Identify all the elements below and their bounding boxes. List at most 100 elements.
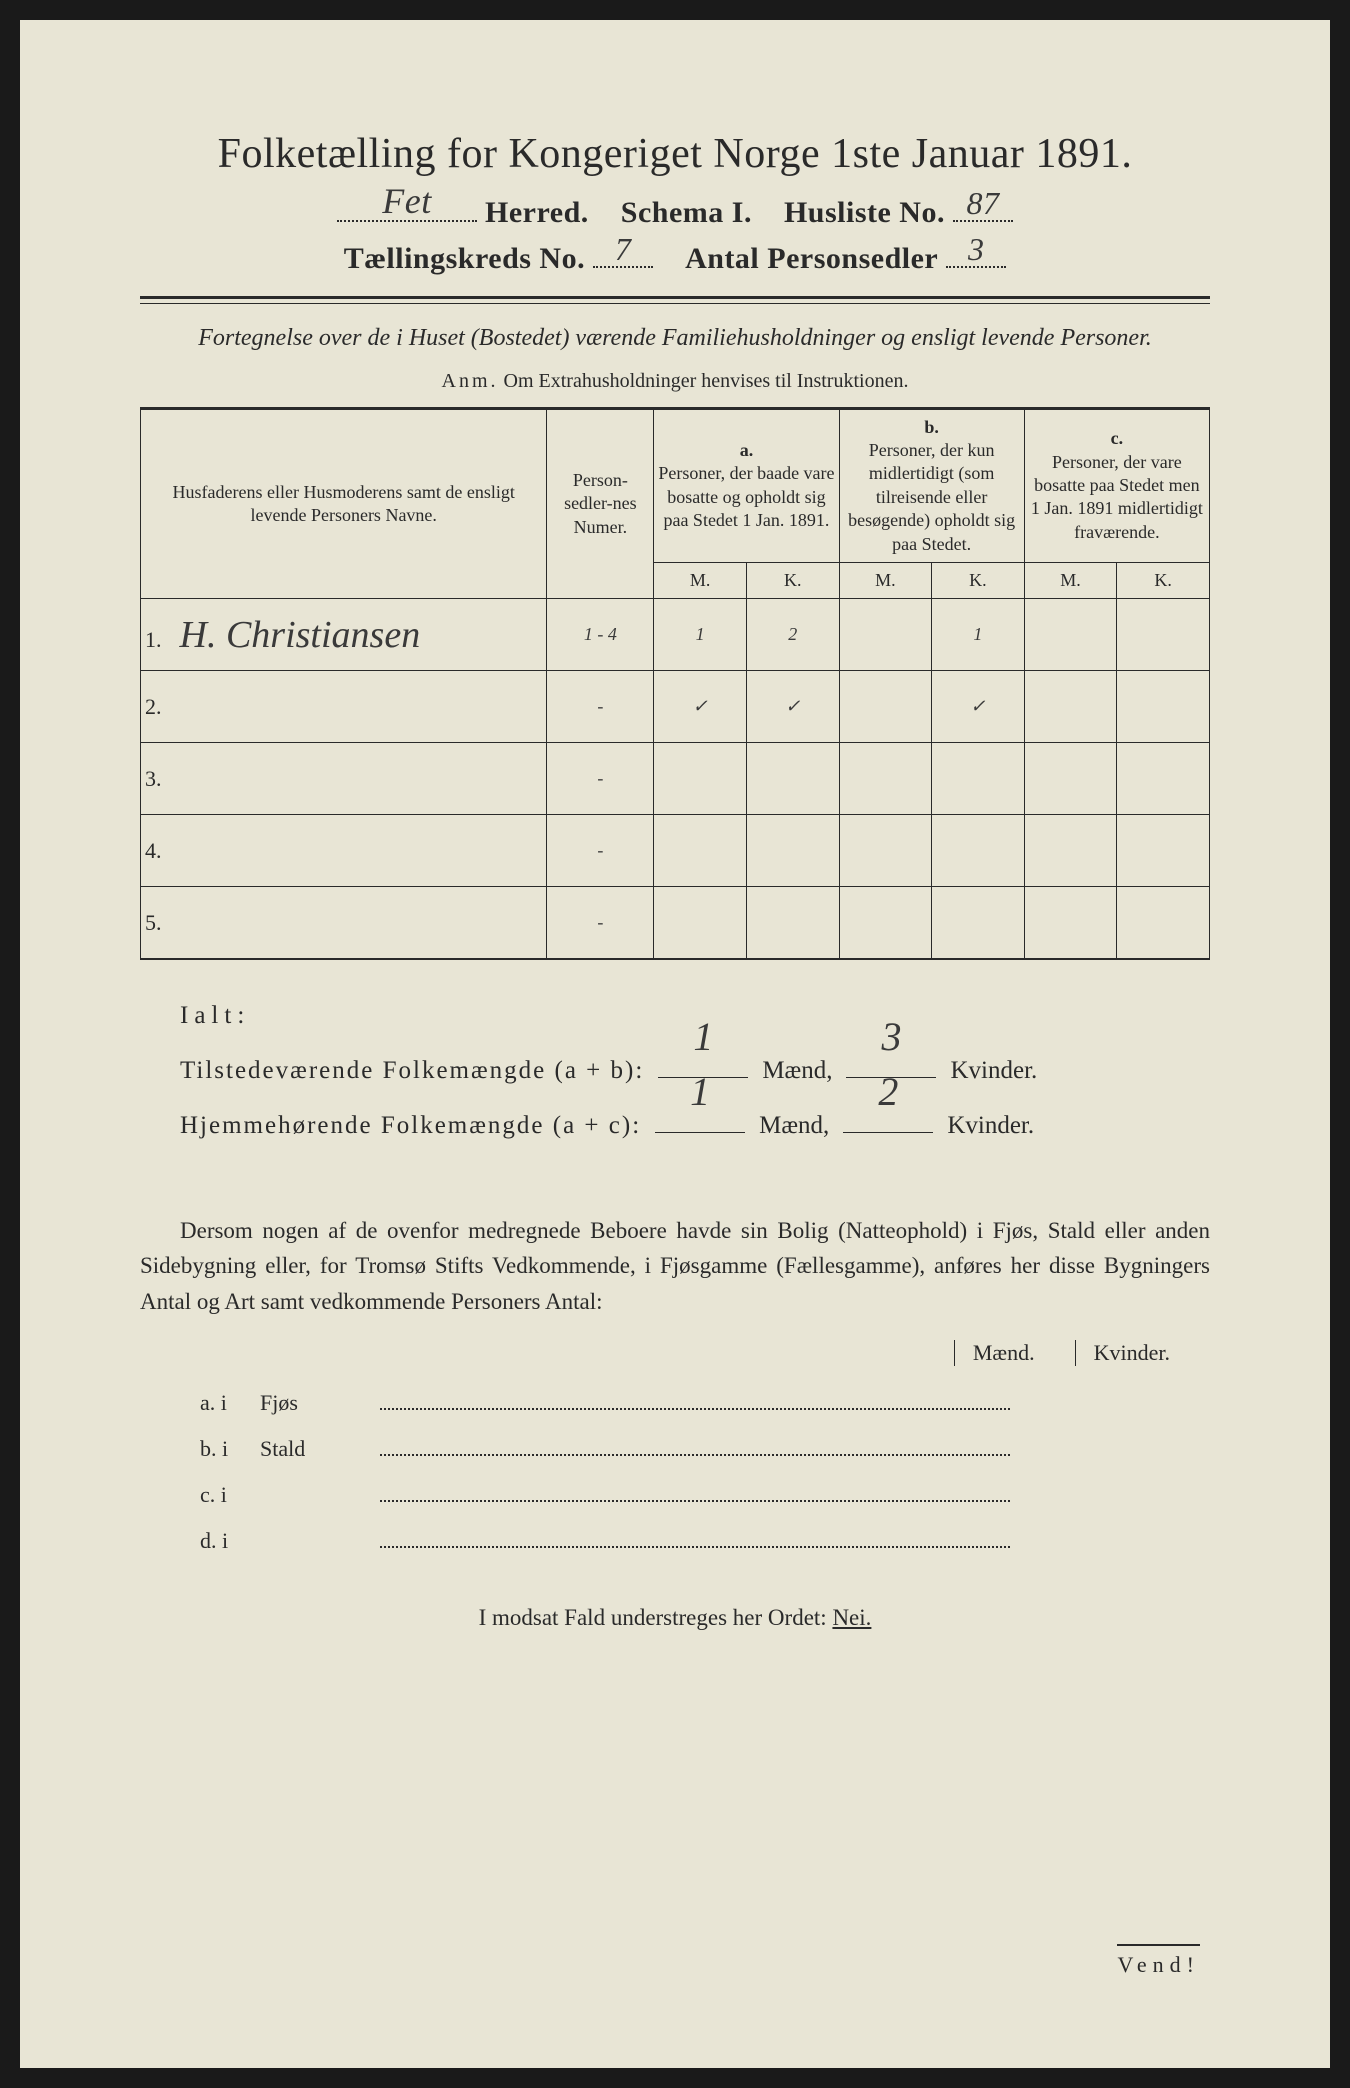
col-b-top: b. <box>844 416 1020 439</box>
name-cell: 3. <box>141 743 547 815</box>
row-number: 2. <box>145 694 162 719</box>
name-cell: 5. <box>141 887 547 959</box>
dotted-line <box>380 1488 1010 1502</box>
table-row: 4. - <box>141 815 1210 887</box>
anm-text: Om Extrahusholdninger henvises til Instr… <box>504 370 909 392</box>
c-k-cell <box>1117 887 1210 959</box>
mk-header: Mænd. Kvinder. <box>140 1340 1170 1366</box>
b-k-cell: 1 <box>932 599 1025 671</box>
table-row: 3. - <box>141 743 1210 815</box>
c-m-header: M. <box>1024 562 1117 598</box>
b-m-cell <box>839 815 932 887</box>
name-cell: 4. <box>141 815 547 887</box>
maend-label-2: Mænd, <box>759 1098 829 1153</box>
col-name-header: Husfaderens eller Husmoderens samt de en… <box>141 408 547 599</box>
header-line-1: Fet Herred. Schema I. Husliste No. 87 <box>140 196 1210 230</box>
b-m-cell <box>839 599 932 671</box>
resident-line: Hjemmehørende Folkemængde (a + c): 1 Mæn… <box>180 1098 1210 1153</box>
col-num-header: Person-sedler-nes Numer. <box>547 408 654 599</box>
num-cell: - <box>547 743 654 815</box>
col-c-header: c. Personer, der vare bosatte paa Stedet… <box>1024 408 1209 562</box>
table-body: 1.H. Christiansen 1 - 4 1 2 1 2. - ✓ ✓ ✓ <box>141 599 1210 959</box>
divider-double <box>140 296 1210 304</box>
num-cell: - <box>547 671 654 743</box>
a-k-cell: ✓ <box>746 671 839 743</box>
b-m-cell <box>839 887 932 959</box>
c-k-cell <box>1117 671 1210 743</box>
b-m-cell <box>839 671 932 743</box>
bldg-c-label: c. i <box>200 1472 260 1518</box>
totals-block: Ialt: Tilstedeværende Folkemængde (a + b… <box>140 988 1210 1153</box>
husliste-field: 87 <box>953 198 1013 222</box>
page-title: Folketælling for Kongeriget Norge 1ste J… <box>140 130 1210 178</box>
a-m-cell <box>654 743 747 815</box>
c-m-cell <box>1024 671 1117 743</box>
col-a-top: a. <box>658 439 834 462</box>
col-c-text: Personer, der vare bosatte paa Stedet me… <box>1029 451 1205 545</box>
a-m-cell <box>654 887 747 959</box>
col-name-text: Husfaderens eller Husmoderens samt de en… <box>173 482 515 525</box>
dotted-line <box>380 1442 1010 1456</box>
b-m-cell <box>839 743 932 815</box>
building-paragraph: Dersom nogen af de ovenfor medregnede Be… <box>140 1213 1210 1320</box>
a-m-header: M. <box>654 562 747 598</box>
resident-m-hw: 1 <box>690 1048 710 1136</box>
name-handwritten: H. Christiansen <box>172 614 421 656</box>
a-k-header: K. <box>746 562 839 598</box>
c-k-cell <box>1117 743 1210 815</box>
husliste-handwritten: 87 <box>966 185 999 222</box>
herred-label: Herred. <box>485 196 589 229</box>
antal-label: Antal Personsedler <box>685 242 938 275</box>
herred-field: Fet <box>337 198 477 222</box>
col-a-header: a. Personer, der baade vare bosatte og o… <box>654 408 839 562</box>
b-k-cell <box>932 887 1025 959</box>
b-m-header: M. <box>839 562 932 598</box>
col-c-top: c. <box>1029 427 1205 450</box>
c-k-cell <box>1117 815 1210 887</box>
husliste-label: Husliste No. <box>784 196 945 229</box>
anm-note: Anm. Om Extrahusholdninger henvises til … <box>140 370 1210 393</box>
bldg-row-b: b. i Stald <box>200 1426 1210 1472</box>
c-m-cell <box>1024 815 1117 887</box>
name-cell: 1. H. Christiansen <box>141 599 547 671</box>
resident-label: Hjemmehørende Folkemængde (a + c): <box>180 1098 641 1153</box>
c-k-cell <box>1117 599 1210 671</box>
present-label: Tilstedeværende Folkemængde (a + b): <box>180 1043 644 1098</box>
resident-k-field: 2 <box>843 1105 933 1133</box>
dotted-line <box>380 1534 1010 1548</box>
nei-line: I modsat Fald understreges her Ordet: Ne… <box>140 1605 1210 1631</box>
bldg-b-label: b. i <box>200 1426 260 1472</box>
bldg-d-label: d. i <box>200 1518 260 1564</box>
kreds-label: Tællingskreds No. <box>344 242 585 275</box>
dotted-line <box>380 1396 1010 1410</box>
a-k-cell <box>746 887 839 959</box>
bldg-row-a: a. i Fjøs <box>200 1380 1210 1426</box>
kvinder-label-2: Kvinder. <box>947 1098 1034 1153</box>
nei-text: I modsat Fald understreges her Ordet: <box>479 1605 827 1630</box>
a-m-cell: ✓ <box>654 671 747 743</box>
form-subtitle: Fortegnelse over de i Huset (Bostedet) v… <box>140 322 1210 356</box>
resident-m-field: 1 <box>655 1105 745 1133</box>
b-k-cell: ✓ <box>932 671 1025 743</box>
num-cell: - <box>547 815 654 887</box>
table-header: Husfaderens eller Husmoderens samt de en… <box>141 408 1210 599</box>
a-m-cell: 1 <box>654 599 747 671</box>
c-k-header: K. <box>1117 562 1210 598</box>
kreds-field: 7 <box>593 244 653 268</box>
bldg-row-c: c. i <box>200 1472 1210 1518</box>
table-row: 5. - <box>141 887 1210 959</box>
c-m-cell <box>1024 743 1117 815</box>
kreds-handwritten: 7 <box>615 231 632 268</box>
kvinder-col-label: Kvinder. <box>1075 1340 1170 1366</box>
a-k-cell <box>746 815 839 887</box>
b-k-cell <box>932 815 1025 887</box>
row-number: 1. <box>145 627 162 652</box>
antal-handwritten: 3 <box>968 231 985 268</box>
ialt-label: Ialt: <box>180 988 250 1043</box>
maend-label: Mænd, <box>762 1043 832 1098</box>
kvinder-label: Kvinder. <box>950 1043 1037 1098</box>
a-k-cell <box>746 743 839 815</box>
bldg-b-type: Stald <box>260 1426 380 1472</box>
c-m-cell <box>1024 599 1117 671</box>
maend-col-label: Mænd. <box>954 1340 1035 1366</box>
